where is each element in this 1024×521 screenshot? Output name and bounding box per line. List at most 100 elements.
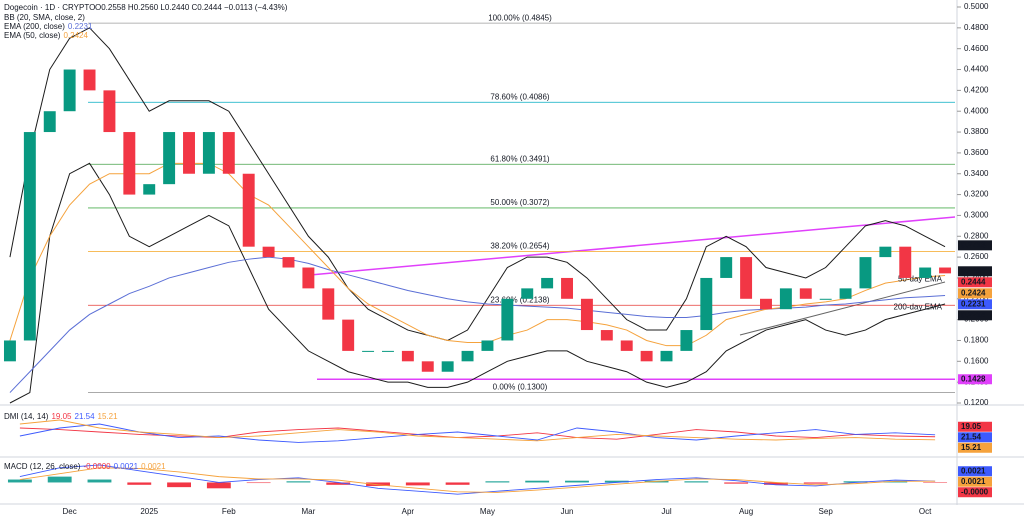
- price-tag: [958, 310, 992, 321]
- histogram-bar: [246, 482, 271, 484]
- histogram-bar: [565, 480, 589, 483]
- histogram-bar: [684, 481, 709, 483]
- indicator-line: [19, 464, 936, 495]
- candle: [43, 111, 56, 133]
- candle: [660, 350, 673, 362]
- pane-value: 19.05: [51, 412, 72, 421]
- y-tick-label: 0.3800: [964, 127, 989, 136]
- histogram-bar: [167, 482, 191, 488]
- fib-label: 61.80% (0.3491): [490, 154, 549, 163]
- y-tick-label: 0.2800: [964, 231, 989, 240]
- histogram-bar: [47, 476, 72, 483]
- histogram-bar: [764, 482, 788, 485]
- pane-value: 0.0021: [114, 462, 139, 471]
- y-tick-label: 0.1800: [964, 336, 989, 345]
- x-tick-label: 2025: [140, 507, 158, 516]
- candle: [899, 246, 912, 278]
- histogram-bar: [405, 482, 430, 486]
- candle: [222, 132, 235, 174]
- price-tag: [958, 240, 992, 251]
- price-tag-label: 0.2231: [961, 299, 986, 308]
- candle: [720, 257, 733, 278]
- x-tick-label: May: [480, 507, 495, 516]
- candle: [103, 90, 116, 133]
- candle: [879, 246, 892, 258]
- price-tag: [958, 299, 992, 310]
- x-tick-label: Dec: [63, 507, 77, 516]
- trend-line: [309, 216, 956, 276]
- price-tag-label: 0.2424: [961, 288, 986, 297]
- price-tag-label: 0.2713: [961, 240, 986, 249]
- x-tick-label: Feb: [222, 507, 236, 516]
- x-tick-label: Jun: [561, 507, 574, 516]
- candle: [163, 132, 176, 185]
- indicator-line: [19, 419, 936, 442]
- candle: [620, 340, 633, 351]
- candle: [939, 267, 952, 274]
- pane-tag: [958, 466, 992, 477]
- chart-title: Dogecoin · 1D · CRYPTO: [4, 3, 95, 12]
- histogram-bar: [87, 479, 112, 483]
- histogram-bar: [485, 481, 510, 483]
- trend-line: [739, 281, 946, 336]
- histogram-bar: [883, 481, 908, 483]
- candle: [202, 132, 215, 174]
- y-tick-label: 0.4800: [964, 23, 989, 32]
- x-tick-label: Oct: [919, 507, 932, 516]
- histogram-bar: [127, 482, 152, 485]
- price-tag: [958, 266, 992, 277]
- pane-title: DMI (14, 14) 19.05 21.54 15.21: [4, 412, 118, 421]
- histogram-bar: [604, 480, 629, 483]
- candle: [441, 361, 454, 372]
- fib-label: 0.00% (0.1300): [493, 383, 548, 392]
- histogram-bar: [366, 482, 390, 486]
- candle: [461, 350, 474, 362]
- candle: [580, 298, 593, 331]
- pane-tag: [958, 487, 992, 498]
- candle: [262, 246, 275, 258]
- candle: [541, 277, 554, 289]
- x-tick-label: Apr: [402, 507, 415, 516]
- histogram-bar: [803, 482, 828, 484]
- candle: [382, 350, 394, 352]
- y-tick-label: 0.4000: [964, 106, 989, 115]
- indicator-line: [19, 427, 936, 440]
- candle: [23, 132, 36, 341]
- histogram-bar: [326, 482, 351, 485]
- candle: [362, 350, 375, 352]
- y-tick-label: 0.2600: [964, 252, 989, 261]
- pane-tag-label: 19.05: [961, 422, 982, 431]
- legend-value: 0.2231: [68, 22, 93, 31]
- histogram-bar: [724, 482, 749, 484]
- pane-tag-label: -0.0000: [961, 487, 989, 496]
- candle: [123, 132, 136, 195]
- pane-value: 15.21: [98, 412, 119, 421]
- y-tick-label: 0.3000: [964, 211, 989, 220]
- pane-tag-label: 15.21: [961, 443, 982, 452]
- pane-value: MACD (12, 26, close): [4, 462, 81, 471]
- price-tag: [958, 277, 992, 288]
- candle: [521, 288, 534, 299]
- y-tick-label: 0.2200: [964, 294, 989, 303]
- pane-tag: [958, 476, 992, 487]
- candle: [143, 184, 156, 195]
- pane-title: MACD (12, 26, close) -0.0000 0.0021 0.0021: [4, 462, 166, 471]
- candle: [799, 288, 812, 299]
- candle: [700, 277, 713, 331]
- candle: [760, 298, 772, 310]
- histogram-bar: [525, 480, 550, 483]
- price-tag-label: 0.2214: [961, 310, 986, 319]
- indicator-line: [19, 423, 936, 443]
- y-tick-label: 0.3400: [964, 169, 989, 178]
- candle: [282, 257, 295, 268]
- legend-name: BB (20, SMA, close, 2): [4, 13, 85, 22]
- candle: [859, 257, 872, 289]
- legend-entry: EMA (50, close) 0.2424: [4, 31, 88, 40]
- candle: [322, 288, 335, 320]
- candle: [183, 132, 195, 174]
- y-tick-label: 0.1600: [964, 356, 989, 365]
- pane-tag-label: 21.54: [961, 432, 982, 441]
- candle: [839, 288, 852, 299]
- x-tick-label: Sep: [819, 507, 834, 516]
- candle: [919, 267, 932, 278]
